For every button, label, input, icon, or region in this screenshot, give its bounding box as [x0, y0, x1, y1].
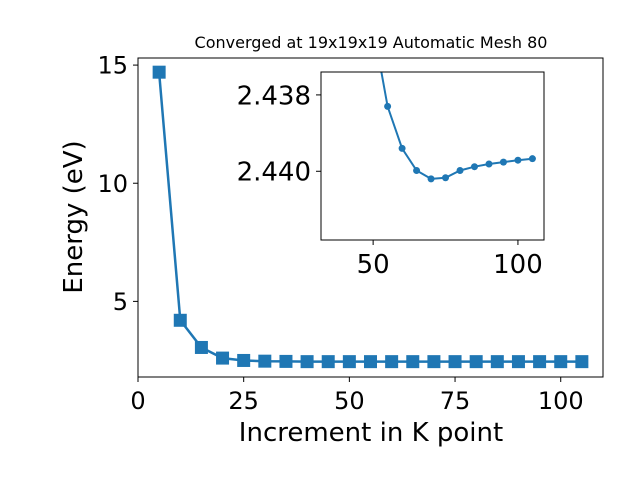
main-data-point — [469, 355, 483, 369]
inset-y-ticks: 2.438 2.440 — [237, 81, 321, 188]
inset-data-point — [384, 102, 392, 110]
inset-series-group — [380, 72, 536, 183]
main-x-tick-label: 50 — [334, 387, 365, 415]
inset-x-ticks: 50 100 — [357, 240, 543, 280]
main-data-point — [194, 340, 208, 354]
main-series-group — [152, 65, 589, 369]
inset-data-point — [499, 158, 507, 166]
main-y-tick-label: 5 — [113, 288, 128, 316]
inset-data-point — [413, 167, 421, 175]
main-data-point — [321, 355, 335, 369]
inset-data-point — [427, 175, 435, 183]
main-data-point — [279, 354, 293, 368]
main-data-point — [300, 355, 314, 369]
main-data-point — [152, 65, 166, 79]
main-data-point — [575, 355, 589, 369]
main-y-tick-label: 15 — [97, 52, 128, 80]
inset-data-point — [442, 174, 450, 182]
main-data-point — [406, 355, 420, 369]
main-data-point — [490, 355, 504, 369]
inset-data-point — [470, 163, 478, 171]
inset-x-tick-label: 50 — [357, 250, 390, 280]
x-axis-label: Increment in K point — [239, 418, 503, 448]
main-y-tick-label: 10 — [97, 170, 128, 198]
inset-data-point — [398, 144, 406, 152]
main-data-point — [237, 353, 251, 367]
main-x-tick-label: 0 — [130, 387, 145, 415]
main-data-point — [533, 355, 547, 369]
main-data-point — [511, 355, 525, 369]
main-x-tick-label: 100 — [538, 387, 584, 415]
inset-background — [321, 72, 544, 240]
main-data-point — [448, 355, 462, 369]
main-x-tick-label: 25 — [228, 387, 259, 415]
inset-axes-frame — [320, 71, 545, 241]
main-data-point — [342, 355, 356, 369]
main-axes-frame — [137, 57, 604, 378]
inset-data-point — [485, 160, 493, 168]
y-axis-label: Energy (eV) — [59, 140, 89, 293]
main-plot-area: 0 25 50 75 100 5 10 15 — [97, 52, 604, 415]
inset-y-tick-label: 2.440 — [237, 158, 311, 188]
inset-data-point — [514, 156, 522, 164]
main-x-ticks: 0 25 50 75 100 — [130, 377, 584, 415]
main-y-ticks: 5 10 15 — [97, 52, 138, 316]
main-data-point — [554, 355, 568, 369]
main-data-point — [173, 313, 187, 327]
main-data-point — [258, 354, 272, 368]
main-data-point — [385, 355, 399, 369]
inset-data-point — [456, 167, 464, 175]
inset-x-tick-label: 100 — [493, 250, 543, 280]
main-data-point — [364, 355, 377, 369]
main-data-point — [427, 355, 441, 369]
main-x-tick-label: 75 — [440, 387, 471, 415]
inset-plot-area: 50 100 2.438 2.440 — [237, 71, 545, 280]
chart-title: Converged at 19x19x19 Automatic Mesh 80 — [195, 33, 548, 52]
main-data-point — [216, 351, 230, 365]
inset-y-tick-label: 2.438 — [237, 81, 311, 111]
inset-data-point — [528, 155, 536, 163]
